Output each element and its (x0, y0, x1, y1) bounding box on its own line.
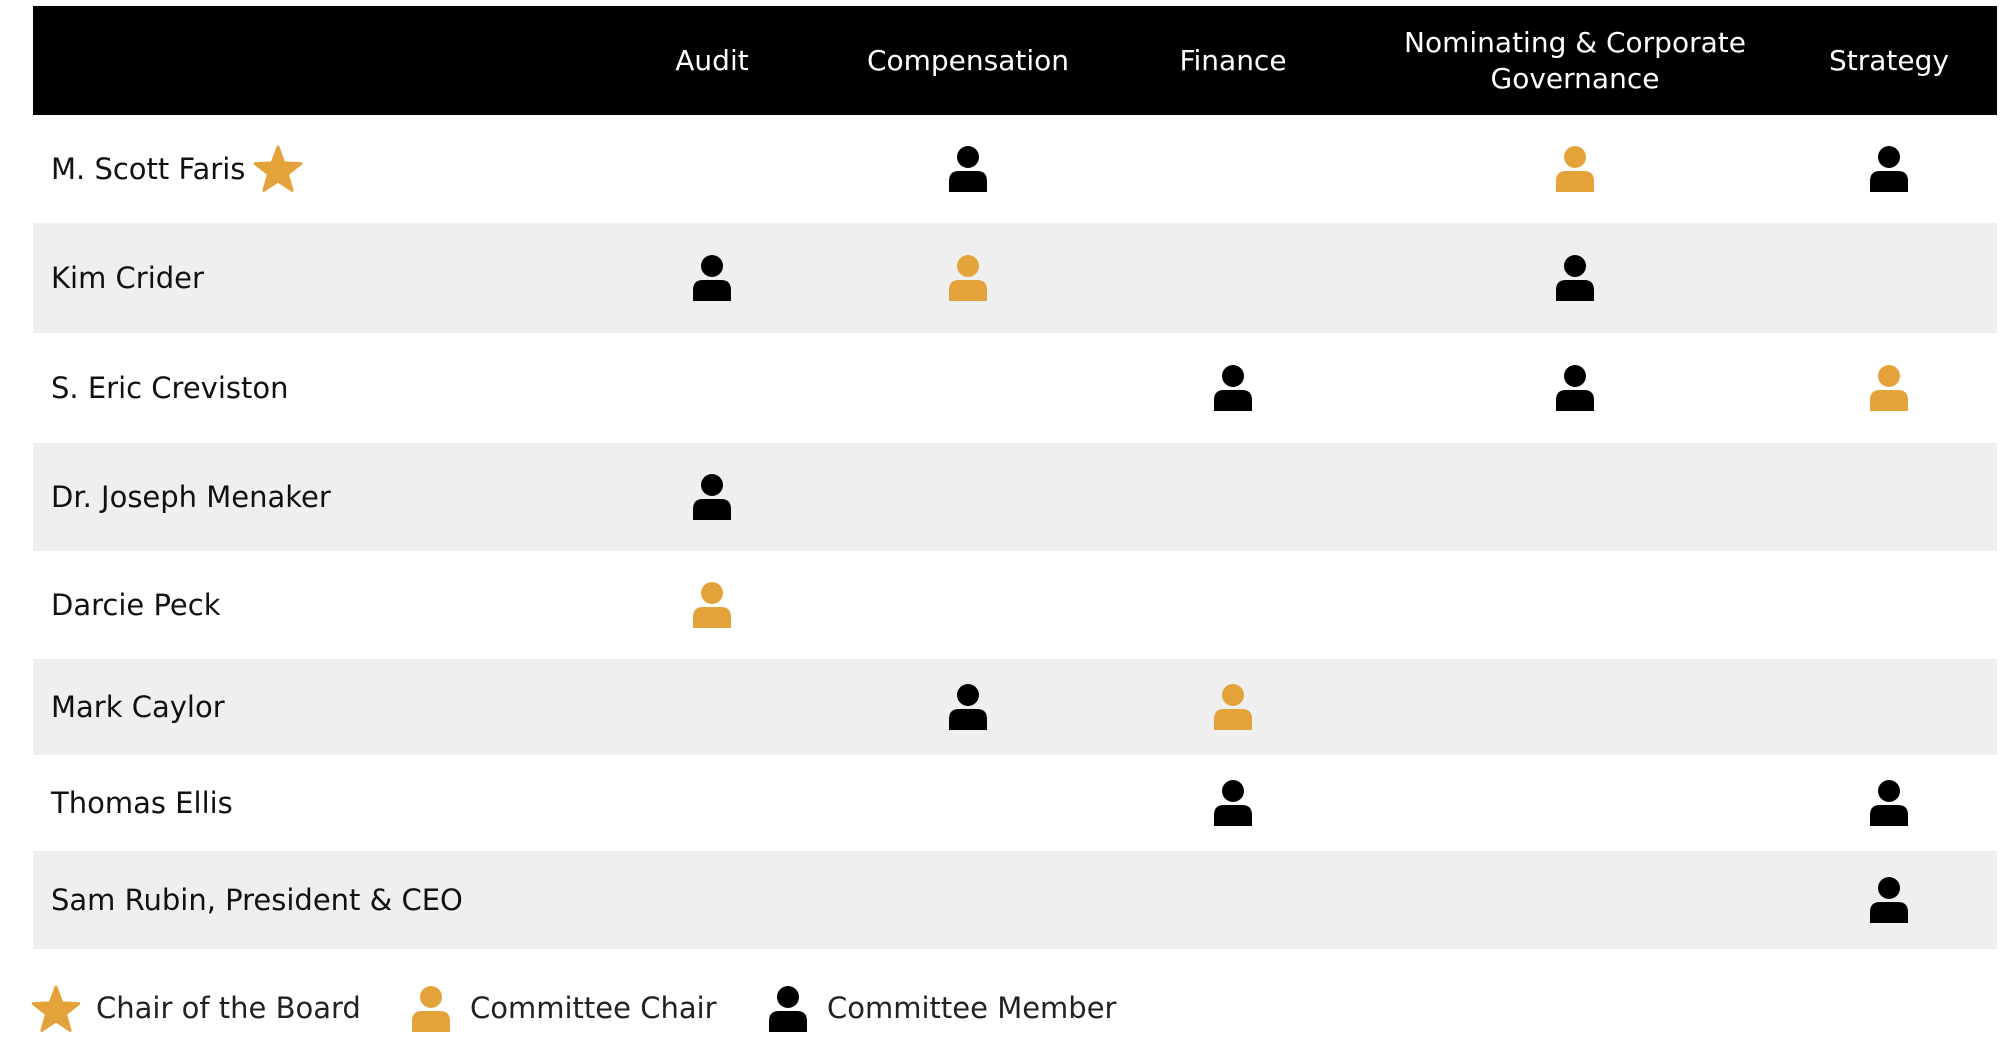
committee-chair-icon (1214, 684, 1252, 730)
column-header: Audit (675, 43, 749, 77)
table-row (33, 443, 1997, 551)
legend-star (31, 985, 81, 1032)
committee-member-icon (1870, 877, 1908, 923)
committee-member-icon (1556, 255, 1594, 301)
director-name: Kim Crider (51, 261, 204, 295)
legend-label: Committee Chair (470, 991, 717, 1025)
column-header: Nominating & Corporate Governance (1404, 25, 1746, 95)
table-row (33, 851, 1997, 949)
legend-label: Committee Member (827, 991, 1117, 1025)
committee-chair-icon (1870, 365, 1908, 411)
legend-label: Chair of the Board (96, 991, 361, 1025)
committee-member-icon (949, 146, 987, 192)
legend-chair-icon (412, 986, 450, 1032)
committee-member-icon (693, 255, 731, 301)
committee-member-icon (1556, 365, 1594, 411)
committee-chair-icon (693, 582, 731, 628)
board-chair-star (254, 145, 303, 192)
director-name: Dr. Joseph Menaker (51, 480, 331, 514)
director-name: Sam Rubin, President & CEO (51, 883, 463, 917)
director-name: Darcie Peck (51, 588, 221, 622)
column-header: Strategy (1829, 43, 1949, 77)
committee-member-icon (1214, 780, 1252, 826)
committee-member-icon (1870, 780, 1908, 826)
table-row (33, 551, 1997, 659)
committee-member-icon (693, 474, 731, 520)
table-row (33, 223, 1997, 333)
table-row (33, 115, 1997, 223)
committee-member-icon (1870, 146, 1908, 192)
column-header: Compensation (866, 43, 1070, 77)
header-bar (33, 6, 1997, 115)
table-row (33, 659, 1997, 755)
committee-member-icon (949, 684, 987, 730)
committee-chair-icon (949, 255, 987, 301)
director-name: M. Scott Faris (51, 152, 246, 186)
committee-chair-icon (1556, 146, 1594, 192)
committee-member-icon (1214, 365, 1252, 411)
table-row (33, 333, 1997, 443)
table-row (33, 755, 1997, 851)
director-name: Thomas Ellis (51, 786, 233, 820)
column-header: Finance (1179, 43, 1287, 77)
legend-member-icon (769, 986, 807, 1032)
director-name: S. Eric Creviston (51, 371, 289, 405)
director-name: Mark Caylor (51, 690, 225, 724)
